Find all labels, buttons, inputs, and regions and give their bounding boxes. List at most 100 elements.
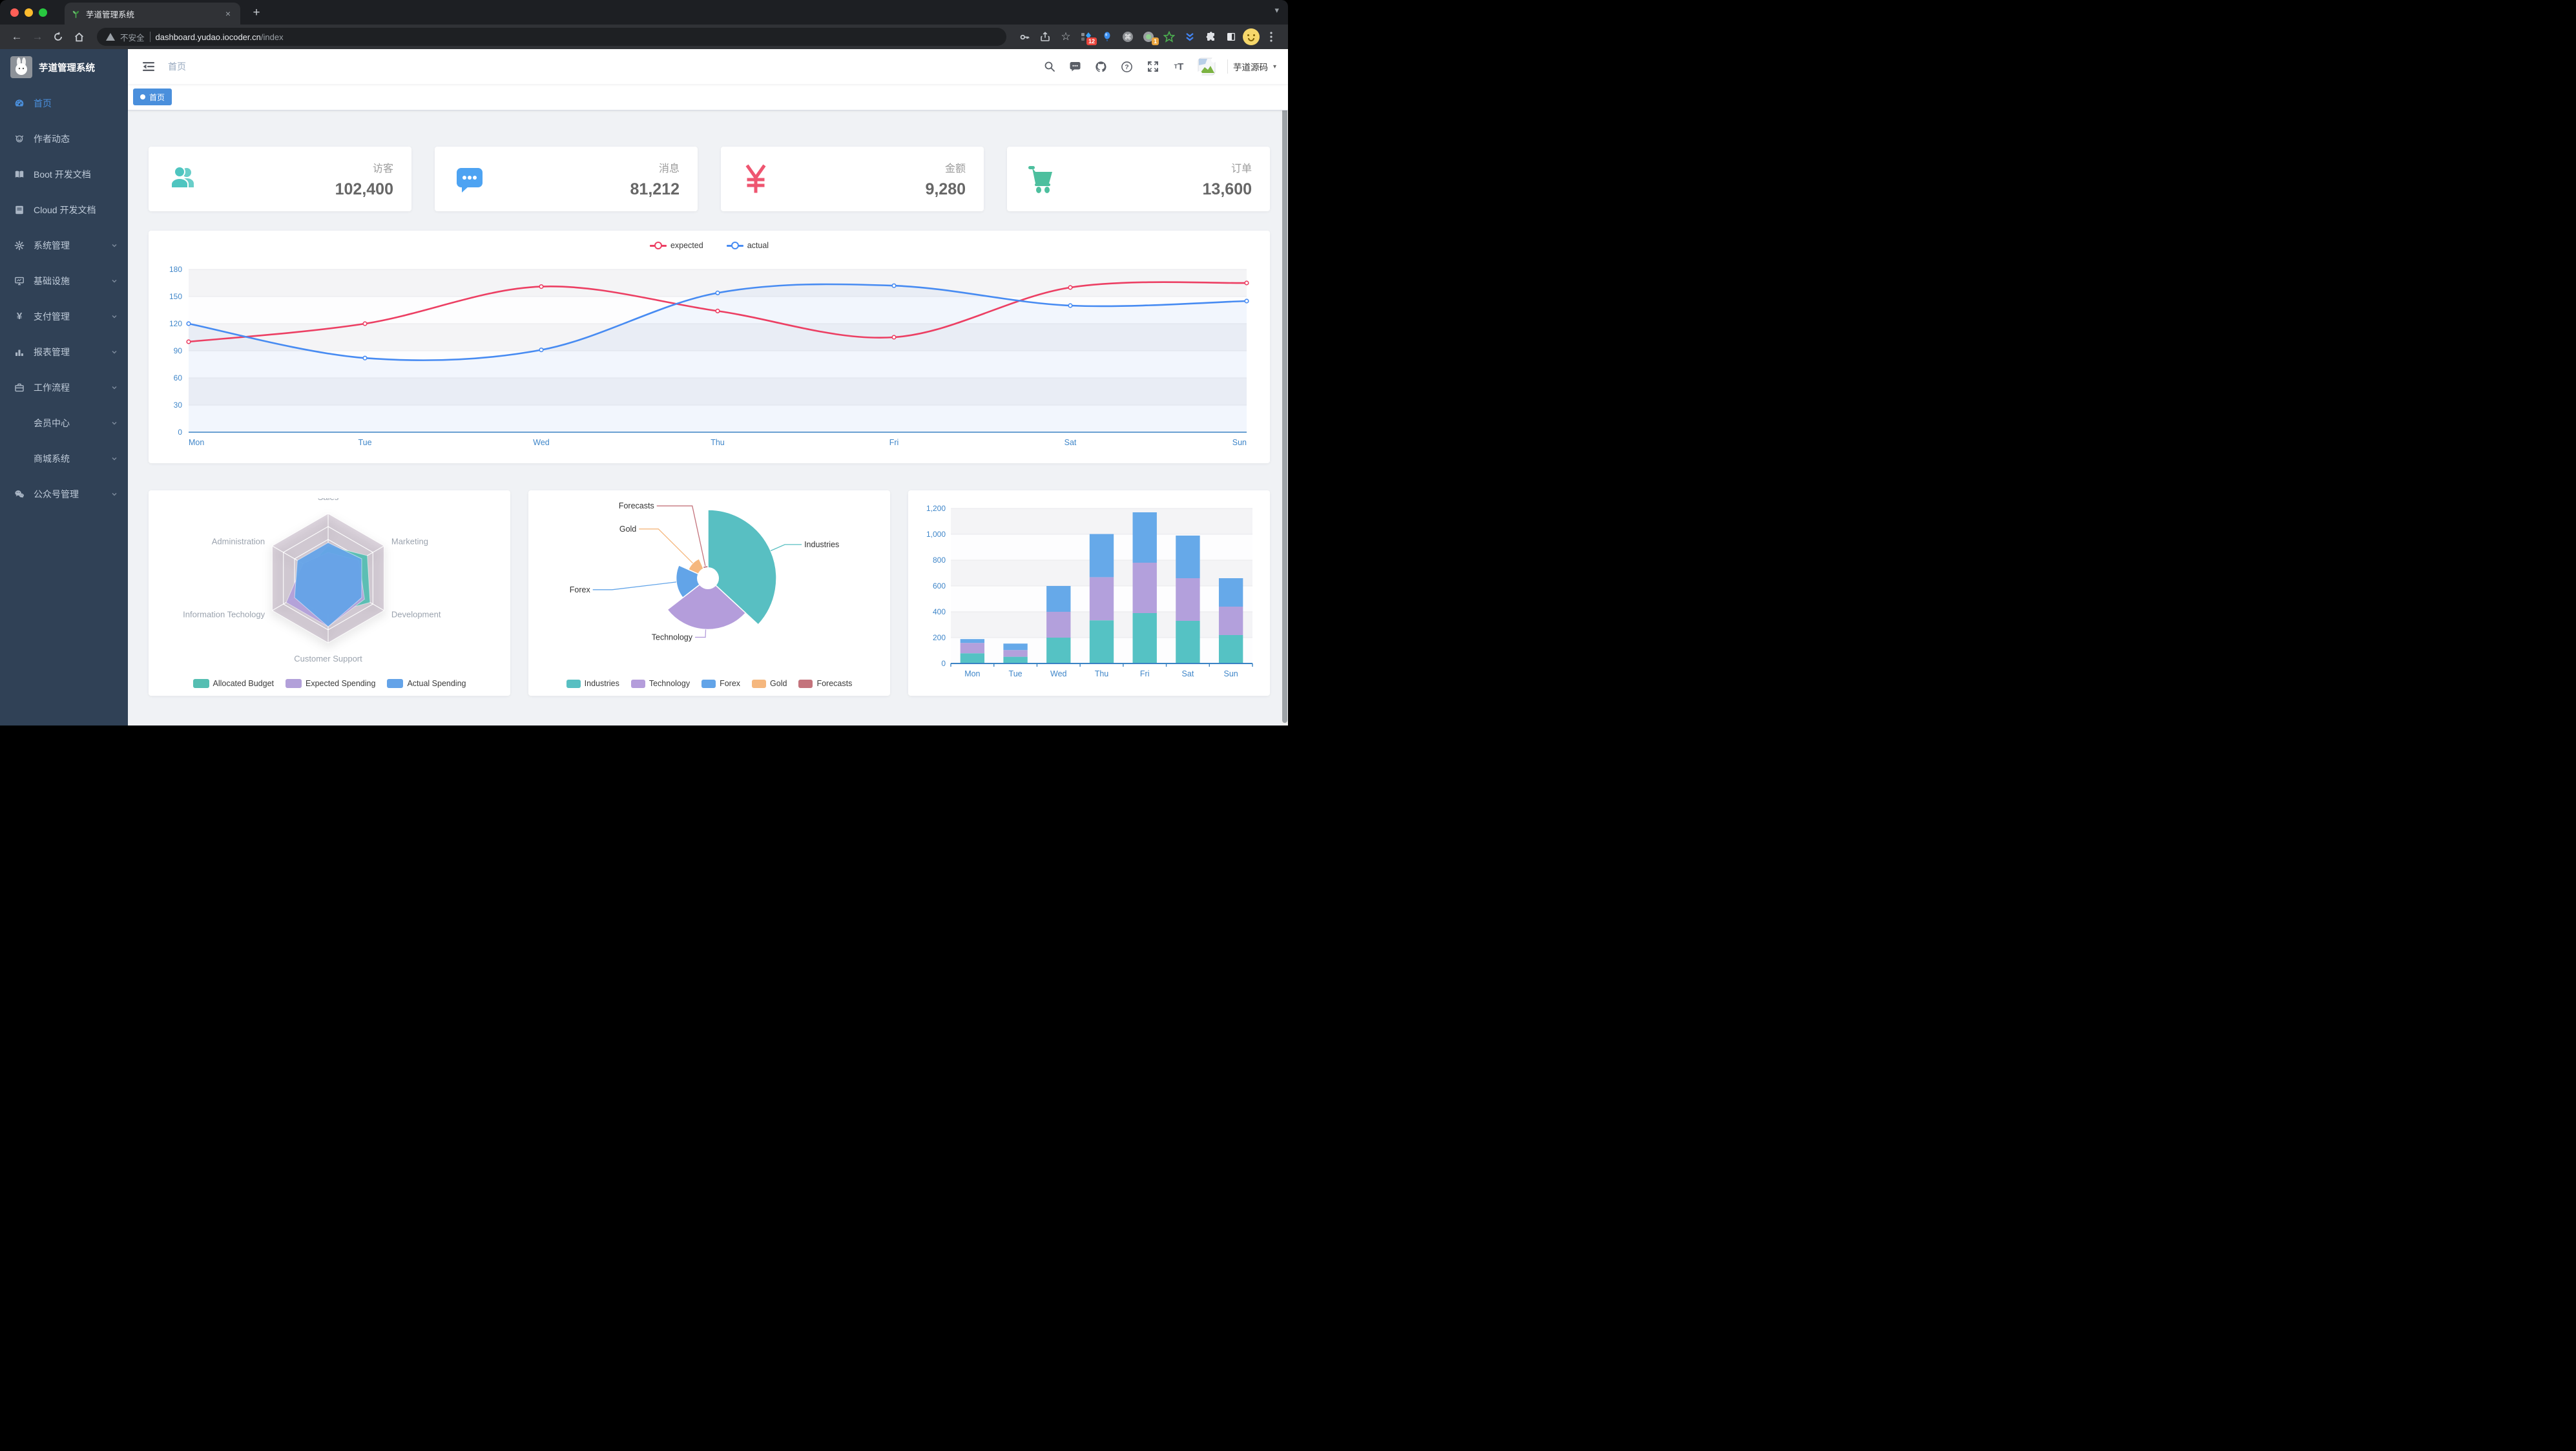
scrollbar-thumb[interactable] <box>1282 50 1287 723</box>
book-icon <box>14 169 25 180</box>
tab-search-icon[interactable]: ▾ <box>1274 5 1279 15</box>
svg-text:120: 120 <box>169 319 182 328</box>
extension-panel-icon[interactable] <box>1222 28 1240 46</box>
chevron-down-icon <box>111 489 118 499</box>
browser-profile-avatar[interactable] <box>1243 28 1260 45</box>
sidebar-item-workflow[interactable]: 工作流程 <box>0 370 128 405</box>
legend-item-expected[interactable]: expected <box>649 241 703 250</box>
page-scrollbar[interactable] <box>1282 49 1288 725</box>
home-icon[interactable] <box>70 28 88 46</box>
legend-item-actual[interactable]: actual <box>726 241 769 250</box>
new-tab-button[interactable]: + <box>253 6 260 19</box>
legend-item[interactable]: Expected Spending <box>286 679 375 688</box>
pie-chart[interactable]: Industries Technology Forex Gold Forecasts <box>536 498 880 688</box>
radar-chart[interactable]: Sales Marketing Development Customer Suppor… <box>156 498 501 688</box>
stat-card-messages[interactable]: 消息 81,212 <box>435 147 698 211</box>
svg-text:800: 800 <box>933 556 946 565</box>
stat-card-orders[interactable]: 订单 13,600 <box>1007 147 1270 211</box>
extension-lens-icon[interactable]: 1 <box>1139 28 1159 46</box>
sidebar-item-system[interactable]: 系统管理 <box>0 227 128 263</box>
user-menu[interactable]: 芋道源码 ▾ <box>1227 59 1276 74</box>
svg-text:Technology: Technology <box>652 632 693 642</box>
reload-icon[interactable] <box>49 28 67 46</box>
extension-green-star-icon[interactable] <box>1160 28 1178 46</box>
security-label: 不安全 <box>120 33 145 43</box>
svg-text:Development: Development <box>391 610 441 620</box>
line-chart-legend: expected actual <box>149 241 1270 250</box>
wechat-icon <box>14 489 25 499</box>
svg-text:Sales: Sales <box>318 498 339 502</box>
help-icon[interactable]: ? <box>1120 59 1134 74</box>
money-yen-icon <box>745 164 766 193</box>
user-avatar[interactable] <box>1197 57 1216 76</box>
extension-diamond-icon[interactable]: 12 <box>1077 28 1097 46</box>
browser-menu-kebab-icon[interactable] <box>1262 28 1280 46</box>
fullscreen-icon[interactable] <box>1146 59 1160 74</box>
bar-segment <box>1132 512 1157 563</box>
sidebar-item-boot-docs[interactable]: Boot 开发文档 <box>0 156 128 192</box>
minimize-window-button[interactable] <box>25 8 33 17</box>
tags-view: 首页 <box>128 84 1288 110</box>
sidebar-item-label: 系统管理 <box>34 240 70 251</box>
back-icon[interactable]: ← <box>11 30 23 43</box>
stat-card-amount[interactable]: 金额 9,280 <box>721 147 984 211</box>
sidebar-item-author[interactable]: 作者动态 <box>0 121 128 156</box>
macos-window-controls[interactable] <box>10 8 47 17</box>
legend-item[interactable]: Forecasts <box>798 679 852 688</box>
svg-text:30: 30 <box>174 401 183 410</box>
forward-icon[interactable]: → <box>32 30 43 43</box>
logo-avatar <box>10 56 32 78</box>
sidebar-item-infrastructure[interactable]: 基础设施 <box>0 263 128 298</box>
sidebar-item-payment[interactable]: ¥ 支付管理 <box>0 298 128 334</box>
svg-text:90: 90 <box>174 346 183 355</box>
legend-item[interactable]: Gold <box>752 679 787 688</box>
share-icon[interactable] <box>1036 28 1054 46</box>
legend-item[interactable]: Allocated Budget <box>192 679 274 688</box>
line-chart[interactable]: 180 150 120 90 60 30 0 Mon Tue Wed Thu Fri Sat Sun <box>158 240 1261 454</box>
bar-segment <box>1046 638 1071 663</box>
extension-balloon-icon[interactable] <box>1098 28 1116 46</box>
legend-item[interactable]: Forex <box>701 679 740 688</box>
svg-text:600: 600 <box>933 581 946 590</box>
svg-text:60: 60 <box>174 373 183 382</box>
search-icon[interactable] <box>1043 59 1057 74</box>
sidebar-item-reports[interactable]: 报表管理 <box>0 334 128 370</box>
radar-chart-legend: Allocated Budget Expected Spending Actual … <box>149 679 510 688</box>
legend-item[interactable]: Actual Spending <box>387 679 466 688</box>
line-series-actual <box>186 283 1249 361</box>
sidebar-item-member-center[interactable]: 会员中心 <box>0 405 128 441</box>
password-key-icon[interactable] <box>1015 28 1034 46</box>
bar-chart[interactable]: 1,200 1,000 800 600 400 200 0 Mon Tue Wed Thu Fri Sa… <box>916 498 1260 688</box>
sidebar-logo[interactable]: 芋道管理系统 <box>0 49 128 85</box>
tab-close-icon[interactable]: × <box>225 8 231 19</box>
browser-tab[interactable]: 芋道管理系统 × <box>65 3 240 25</box>
stat-label: 金额 <box>944 163 966 174</box>
shopping-cart-icon <box>1028 166 1052 193</box>
sidebar-item-cloud-docs[interactable]: Cloud 开发文档 <box>0 192 128 227</box>
address-bar[interactable]: 不安全 dashboard.yudao.iocoder.cn/index <box>97 28 1006 46</box>
legend-item[interactable]: Industries <box>566 679 619 688</box>
sidebar-item-official-account[interactable]: 公众号管理 <box>0 476 128 512</box>
extension-command-icon[interactable]: ⌘ <box>1119 28 1137 46</box>
zoom-window-button[interactable] <box>39 8 47 17</box>
svg-text:Tue: Tue <box>358 438 371 447</box>
breadcrumb[interactable]: 首页 <box>168 61 186 72</box>
extensions-puzzle-icon[interactable] <box>1201 28 1220 46</box>
svg-text:Thu: Thu <box>711 438 725 447</box>
sidebar-item-mall-system[interactable]: 商城系统 <box>0 441 128 476</box>
tag-home[interactable]: 首页 <box>133 89 172 105</box>
radar-series-actual-spending <box>294 542 362 627</box>
sidebar-item-home[interactable]: 首页 <box>0 85 128 121</box>
hamburger-icon[interactable] <box>137 55 160 78</box>
message-icon[interactable] <box>1068 59 1083 74</box>
close-window-button[interactable] <box>10 8 19 17</box>
legend-item[interactable]: Technology <box>630 679 690 688</box>
extension-chevrons-icon[interactable] <box>1181 28 1199 46</box>
stat-label: 访客 <box>372 163 393 174</box>
stat-card-visitors[interactable]: 访客 102,400 <box>149 147 411 211</box>
bookmark-star-icon[interactable]: ☆ <box>1061 30 1071 43</box>
svg-text:Forecasts: Forecasts <box>619 501 654 510</box>
github-icon[interactable] <box>1094 59 1108 74</box>
